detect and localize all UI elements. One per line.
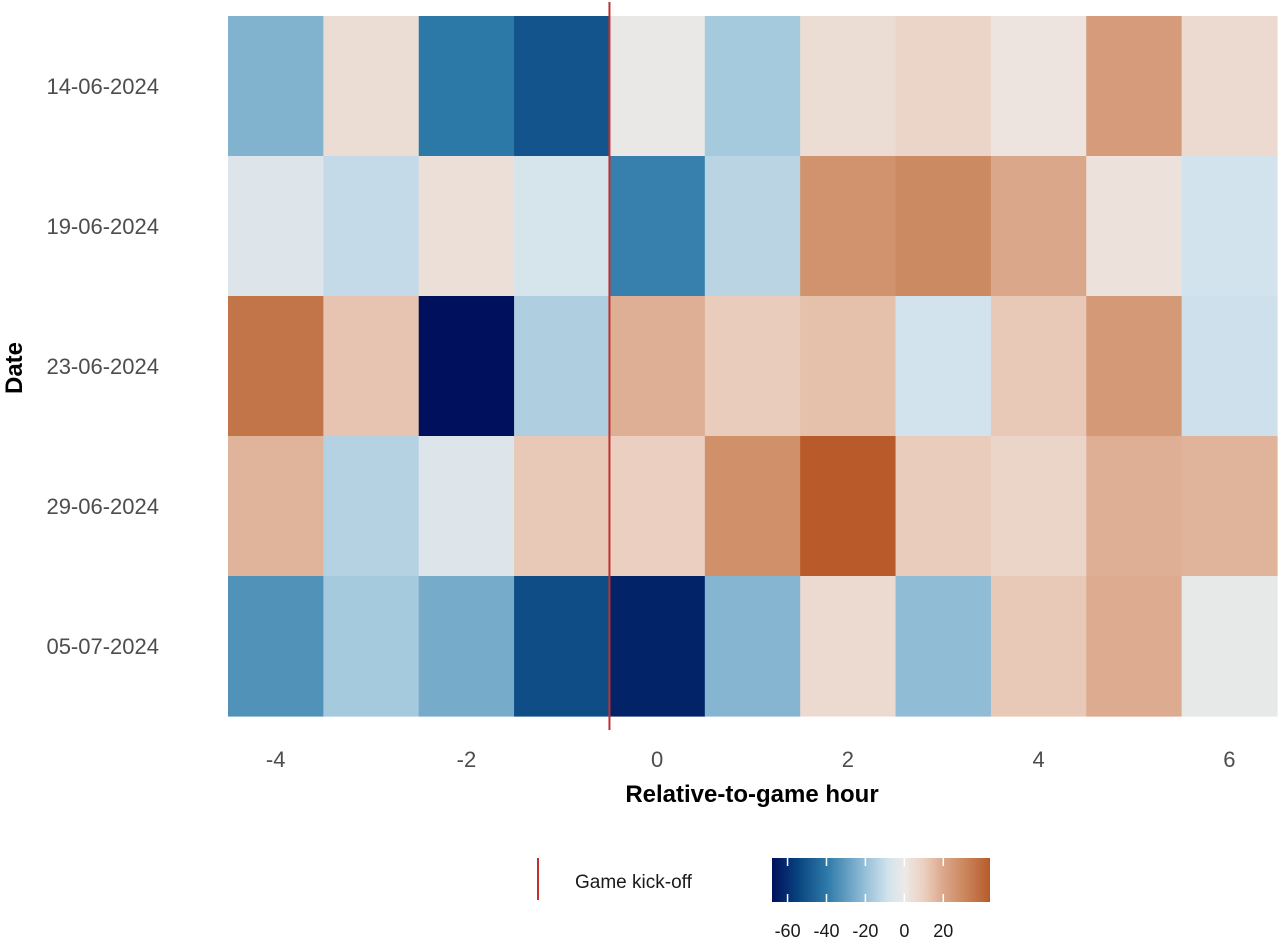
heatmap-cell xyxy=(323,436,420,577)
heatmap-cell xyxy=(228,156,324,297)
heatmap-cell xyxy=(1181,156,1278,297)
heatmap-cell xyxy=(990,436,1087,577)
y-tick-label: 14-06-2024 xyxy=(46,74,159,99)
heatmap-cell xyxy=(418,576,515,717)
heatmap-cell xyxy=(800,156,897,297)
heatmap-cell xyxy=(228,436,324,577)
color-scale-tick-label: -40 xyxy=(813,921,839,940)
heatmap-cell xyxy=(1181,576,1278,717)
heatmap-cell xyxy=(514,16,611,157)
heatmap-cell xyxy=(1086,296,1183,437)
heatmap-cell xyxy=(1086,576,1183,717)
heatmap-cell xyxy=(1086,16,1183,157)
heatmap-cell xyxy=(418,436,515,577)
color-scale-ticks: -60 -40 -20 0 20 xyxy=(775,858,953,940)
heatmap-cell xyxy=(228,16,324,157)
heatmap-cell xyxy=(514,576,611,717)
heatmap-cell xyxy=(418,296,515,437)
heatmap-cell xyxy=(800,16,897,157)
x-axis-title: Relative-to-game hour xyxy=(625,781,878,808)
color-scale-tick-label: -60 xyxy=(775,921,801,940)
y-tick-label: 23-06-2024 xyxy=(46,354,159,379)
heatmap-cell xyxy=(1086,156,1183,297)
heatmap-cell xyxy=(1086,436,1183,577)
heatmap-cell xyxy=(895,156,992,297)
y-tick-labels: 14-06-2024 19-06-2024 23-06-2024 29-06-2024… xyxy=(46,74,159,659)
heatmap-cell xyxy=(800,576,897,717)
heatmap-cell xyxy=(990,296,1087,437)
heatmap-cell xyxy=(228,296,324,437)
y-axis-title: Date xyxy=(1,342,28,394)
heatmap-cell xyxy=(514,156,611,297)
x-tick-label: -4 xyxy=(266,747,286,772)
heatmap-cell xyxy=(990,16,1087,157)
heatmap-cell xyxy=(609,156,706,297)
heatmap-cell xyxy=(609,576,706,717)
heatmap-cells xyxy=(228,16,1278,717)
x-tick-labels: -4 -2 0 2 4 6 xyxy=(266,747,1236,772)
y-tick-label: 05-07-2024 xyxy=(46,634,159,659)
heatmap-cell xyxy=(704,436,801,577)
heatmap-cell xyxy=(990,156,1087,297)
heatmap-cell xyxy=(1181,436,1278,577)
x-tick-label: -2 xyxy=(457,747,477,772)
heatmap-cell xyxy=(704,576,801,717)
heatmap-cell xyxy=(895,436,992,577)
x-tick-label: 2 xyxy=(842,747,854,772)
heatmap-cell xyxy=(895,296,992,437)
heatmap-cell xyxy=(418,16,515,157)
heatmap-cell xyxy=(895,576,992,717)
heatmap-cell xyxy=(704,16,801,157)
kickoff-legend-label: Game kick-off xyxy=(575,872,693,893)
y-tick-label: 29-06-2024 xyxy=(46,494,159,519)
heatmap-cell xyxy=(1181,16,1278,157)
color-scale-bar xyxy=(772,858,990,902)
color-scale-tick-label: 0 xyxy=(899,921,909,940)
heatmap-cell xyxy=(418,156,515,297)
heatmap-cell xyxy=(609,436,706,577)
heatmap-cell xyxy=(323,576,420,717)
heatmap-cell xyxy=(514,436,611,577)
heatmap-cell xyxy=(228,576,324,717)
x-tick-label: 6 xyxy=(1223,747,1235,772)
heatmap-cell xyxy=(1181,296,1278,437)
heatmap-cell xyxy=(895,16,992,157)
heatmap-cell xyxy=(323,156,420,297)
heatmap-cell xyxy=(800,296,897,437)
heatmap-cell xyxy=(609,296,706,437)
color-scale-tick-label: 20 xyxy=(933,921,953,940)
color-scale-tick-label: -20 xyxy=(852,921,878,940)
heatmap-cell xyxy=(704,156,801,297)
heatmap-cell xyxy=(800,436,897,577)
x-tick-label: 4 xyxy=(1032,747,1044,772)
heatmap-cell xyxy=(990,576,1087,717)
heatmap-cell xyxy=(323,296,420,437)
y-tick-label: 19-06-2024 xyxy=(46,214,159,239)
heatmap-cell xyxy=(704,296,801,437)
heatmap-cell xyxy=(323,16,420,157)
x-tick-label: 0 xyxy=(651,747,663,772)
legend: Game kick-off -60 -40 -20 0 20 xyxy=(537,858,990,940)
heatmap-cell xyxy=(609,16,706,157)
heatmap-cell xyxy=(514,296,611,437)
